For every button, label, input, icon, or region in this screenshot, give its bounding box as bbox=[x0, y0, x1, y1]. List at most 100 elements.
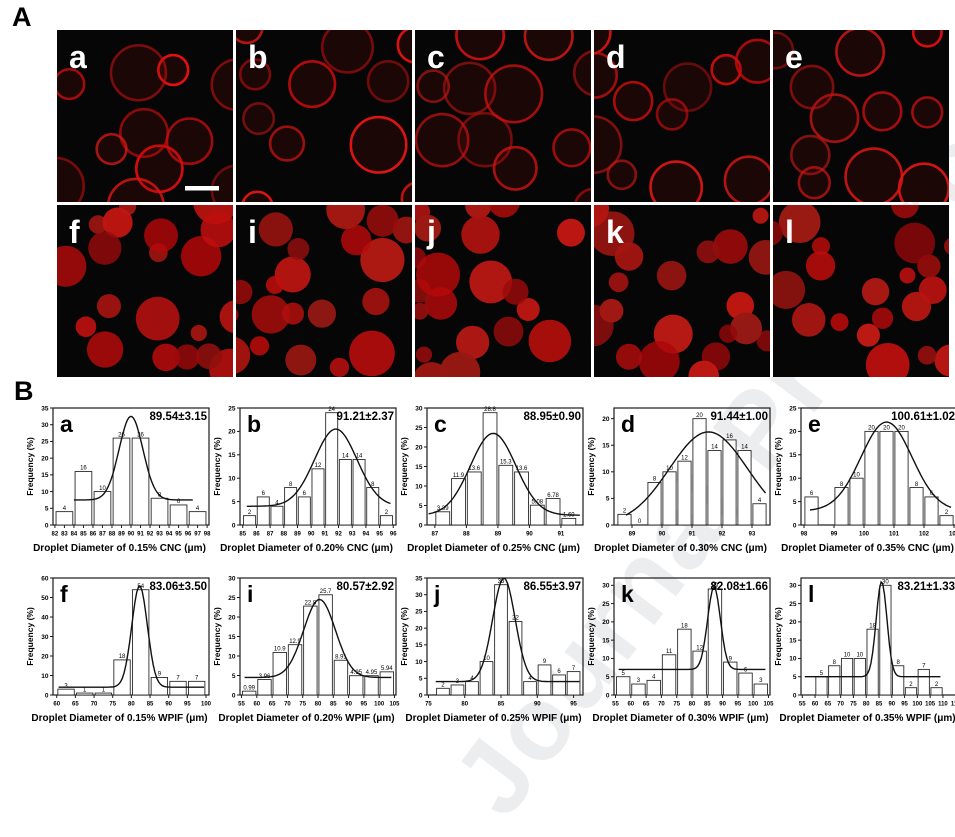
svg-text:91: 91 bbox=[137, 532, 144, 538]
histogram-bars: 6 8 10 20 20 20 8 6 2 bbox=[804, 426, 954, 526]
mean-sd-annotation: 100.61±1.02 bbox=[891, 411, 955, 423]
svg-text:60: 60 bbox=[41, 575, 49, 582]
gaussian-fit-curve bbox=[435, 578, 580, 683]
svg-text:105: 105 bbox=[389, 702, 400, 708]
bar-value-label: 4.95 bbox=[366, 670, 378, 676]
droplet-filled bbox=[615, 343, 642, 370]
x-tick-labels: 55 60 65 70 75 80 85 90 95 100 105 bbox=[612, 695, 774, 708]
bar-value-label: 5 bbox=[622, 671, 626, 677]
panel-a-label: A bbox=[12, 2, 32, 32]
svg-text:25: 25 bbox=[415, 609, 423, 616]
svg-text:15: 15 bbox=[415, 464, 423, 471]
image-letter-e: e bbox=[785, 39, 803, 75]
histogram-bar bbox=[879, 584, 892, 696]
mean-sd-annotation: 91.21±2.37 bbox=[337, 411, 394, 423]
histogram-bar bbox=[828, 665, 841, 696]
x-tick-labels: 85 86 87 88 89 90 91 92 93 94 95 96 bbox=[239, 525, 397, 538]
svg-text:90: 90 bbox=[659, 532, 666, 538]
svg-text:85: 85 bbox=[239, 532, 246, 538]
histogram-bar bbox=[552, 674, 566, 696]
droplet-filled bbox=[713, 229, 748, 264]
svg-text:80: 80 bbox=[128, 702, 135, 708]
histogram-bar bbox=[150, 676, 169, 696]
bar-value-label: 11 bbox=[666, 649, 673, 655]
svg-text:30: 30 bbox=[228, 575, 236, 582]
droplet-filled bbox=[917, 345, 937, 365]
droplet-filled bbox=[415, 346, 433, 363]
histogram-bar bbox=[435, 511, 451, 526]
droplet-ring bbox=[268, 125, 306, 162]
droplet-filled bbox=[75, 316, 97, 338]
image-tile-c: c bbox=[414, 10, 620, 228]
droplet-filled bbox=[516, 298, 540, 322]
bar-value-label: 24 bbox=[328, 407, 335, 413]
svg-text:30: 30 bbox=[602, 583, 610, 590]
svg-text:15: 15 bbox=[789, 637, 797, 644]
bar-value-label: 20 bbox=[868, 426, 875, 432]
svg-text:95: 95 bbox=[735, 702, 742, 708]
svg-text:90: 90 bbox=[888, 702, 895, 708]
histogram-bars: 5 8 10 10 18 30 8 2 7 2 bbox=[815, 580, 943, 696]
svg-text:5: 5 bbox=[793, 674, 797, 681]
svg-text:15: 15 bbox=[415, 642, 423, 649]
bar-value-label: 22 bbox=[512, 616, 519, 622]
svg-text:91: 91 bbox=[558, 532, 565, 538]
svg-text:94: 94 bbox=[166, 532, 173, 538]
svg-text:88: 88 bbox=[280, 532, 287, 538]
svg-text:100: 100 bbox=[201, 702, 212, 708]
svg-text:15: 15 bbox=[228, 634, 236, 641]
image-tile-i: i bbox=[212, 190, 420, 377]
droplet-ring bbox=[242, 102, 276, 136]
svg-text:10: 10 bbox=[789, 656, 797, 663]
chart-letter-d: d bbox=[621, 411, 635, 437]
svg-text:91: 91 bbox=[689, 532, 696, 538]
chart-letter-f: f bbox=[60, 581, 68, 607]
bar-value-label: 4 bbox=[196, 506, 200, 512]
droplet-filled bbox=[251, 295, 291, 334]
droplet-ring bbox=[723, 155, 775, 206]
bar-value-label: 7 bbox=[922, 664, 926, 670]
droplet-ring bbox=[911, 16, 943, 48]
bar-value-label: 6 bbox=[810, 491, 814, 497]
svg-text:0: 0 bbox=[232, 522, 236, 529]
bar-value-label: 25.7 bbox=[320, 589, 332, 595]
histogram-bars: 2 6 4 8 6 12 24 14 14 8 2 bbox=[243, 407, 393, 526]
image-tile-j: j bbox=[404, 185, 591, 401]
svg-text:15: 15 bbox=[41, 472, 49, 479]
svg-text:35: 35 bbox=[41, 405, 49, 412]
bar-value-label: 13.6 bbox=[468, 466, 480, 472]
droplet-ring bbox=[862, 91, 903, 132]
histogram-bar bbox=[866, 628, 879, 696]
svg-text:60: 60 bbox=[53, 702, 60, 708]
microscopy-image-d: d bbox=[563, 8, 781, 215]
y-axis-title: Frequency (%) bbox=[587, 607, 596, 666]
svg-text:85: 85 bbox=[147, 702, 154, 708]
svg-text:25: 25 bbox=[602, 601, 610, 608]
histogram-bar bbox=[479, 661, 494, 696]
bar-value-label: 10 bbox=[483, 656, 490, 662]
histogram-chart-e: 0 5 10 15 20 25 98 99 100 101 102 103 6 8 10 20 20 20 8 6 2 e… bbox=[773, 405, 955, 538]
svg-text:92: 92 bbox=[719, 532, 726, 538]
svg-text:5: 5 bbox=[232, 499, 236, 506]
bar-value-label: 2 bbox=[441, 683, 445, 689]
histogram-bar bbox=[256, 496, 270, 526]
droplet-filled bbox=[287, 238, 310, 260]
svg-text:95: 95 bbox=[361, 702, 368, 708]
bar-value-label: 20 bbox=[883, 426, 890, 432]
svg-text:85: 85 bbox=[330, 702, 337, 708]
bar-value-label: 14 bbox=[356, 454, 363, 460]
histogram-bar bbox=[466, 471, 482, 526]
bar-value-label: 4 bbox=[758, 498, 762, 504]
bar-value-label: 2 bbox=[909, 682, 913, 688]
histogram-chart-i: 0 5 10 15 20 25 30 55 60 65 70 75 80 85 90 95 100 105 0.99… bbox=[212, 575, 400, 708]
svg-text:25: 25 bbox=[415, 425, 423, 432]
histogram-bar bbox=[523, 681, 537, 696]
bar-value-label: 3.39 bbox=[437, 506, 449, 512]
histogram-bar bbox=[94, 692, 113, 696]
svg-text:100: 100 bbox=[859, 532, 870, 538]
image-letter-b: b bbox=[248, 39, 268, 75]
droplet-filled bbox=[811, 237, 831, 256]
figure-root: { "watermark": { "text": "Journal Pre-pr… bbox=[12, 2, 955, 837]
svg-text:0: 0 bbox=[232, 692, 236, 699]
